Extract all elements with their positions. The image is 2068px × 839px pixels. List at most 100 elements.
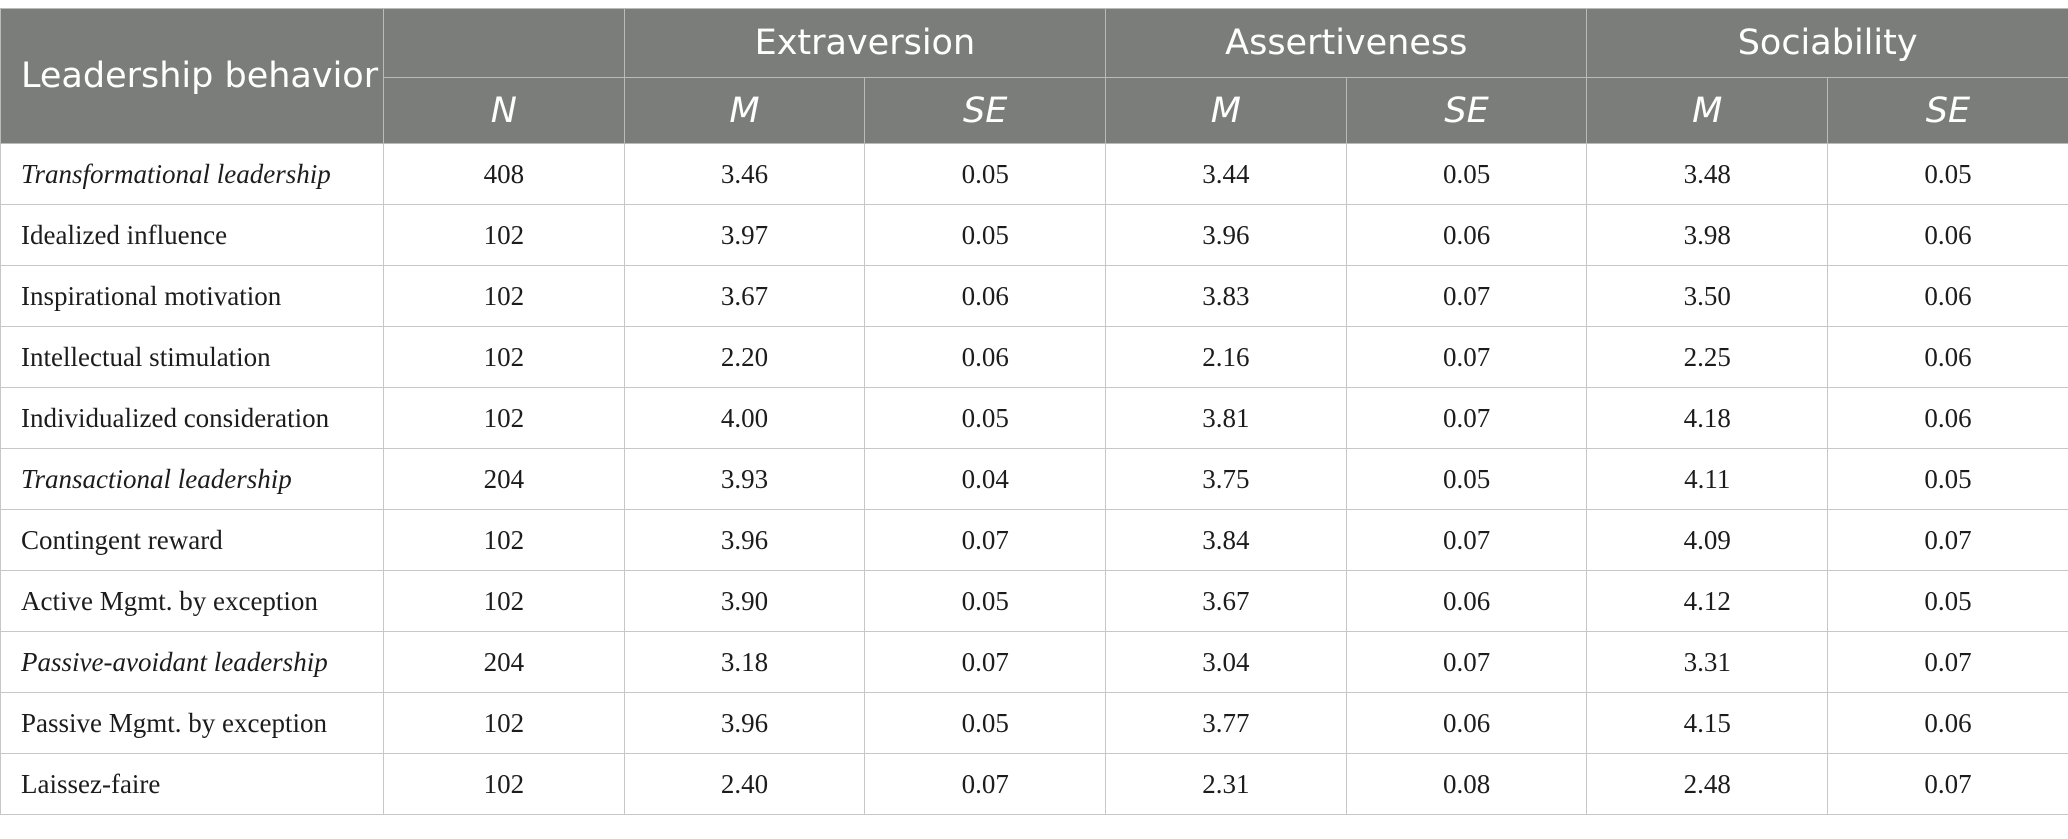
row-label: Transactional leadership xyxy=(0,448,384,510)
cell-sociability-se: 0.06 xyxy=(1827,265,2068,327)
cell-n: 204 xyxy=(383,448,625,510)
table-row: Intellectual stimulation 102 2.20 0.06 2.16 0… xyxy=(0,326,2068,388)
row-label: Passive-avoidant leadership xyxy=(0,631,384,693)
cell-sociability-m: 3.50 xyxy=(1586,265,1829,327)
header-extraversion: Extraversion xyxy=(623,8,1107,78)
cell-sociability-se: 0.07 xyxy=(1827,509,2068,571)
cell-assertiveness-se: 0.07 xyxy=(1345,326,1588,388)
cell-sociability-se: 0.07 xyxy=(1827,753,2068,815)
header-row-stats: N M SE M SE M SE xyxy=(1,77,2068,144)
cell-sociability-se: 0.05 xyxy=(1827,448,2068,510)
header-assertiveness: Assertiveness xyxy=(1105,8,1588,78)
cell-assertiveness-se: 0.07 xyxy=(1345,387,1588,449)
cell-extraversion-se: 0.07 xyxy=(864,509,1107,571)
cell-extraversion-se: 0.05 xyxy=(864,570,1107,632)
cell-assertiveness-se: 0.06 xyxy=(1345,570,1588,632)
row-label: Laissez-faire xyxy=(0,753,384,815)
cell-assertiveness-se: 0.06 xyxy=(1345,204,1588,266)
table-row: Laissez-faire 102 2.40 0.07 2.31 0.08 2.48 0.07 xyxy=(0,753,2068,815)
cell-sociability-m: 2.48 xyxy=(1586,753,1829,815)
cell-sociability-m: 2.25 xyxy=(1586,326,1829,388)
table-row: Contingent reward 102 3.96 0.07 3.84 0.07 4.09… xyxy=(0,509,2068,571)
cell-extraversion-se: 0.05 xyxy=(864,143,1107,205)
table-row: Inspirational motivation 102 3.67 0.06 3.83 0… xyxy=(0,265,2068,327)
cell-sociability-m: 3.48 xyxy=(1586,143,1829,205)
row-label: Contingent reward xyxy=(0,509,384,571)
cell-sociability-se: 0.07 xyxy=(1827,631,2068,693)
header-assertiveness-se: SE xyxy=(1345,77,1588,144)
table-row: Transactional leadership 204 3.93 0.04 3.75 0… xyxy=(0,448,2068,510)
table-row: Active Mgmt. by exception 102 3.90 0.05 3.67… xyxy=(0,570,2068,632)
cell-sociability-m: 3.31 xyxy=(1586,631,1829,693)
cell-extraversion-se: 0.06 xyxy=(864,265,1107,327)
header-n: N xyxy=(383,77,625,144)
cell-n: 102 xyxy=(383,753,625,815)
cell-extraversion-m: 3.18 xyxy=(623,631,866,693)
table-row: Passive-avoidant leadership 204 3.18 0.07 3.… xyxy=(0,631,2068,693)
cell-assertiveness-m: 3.77 xyxy=(1105,692,1347,754)
cell-extraversion-se: 0.06 xyxy=(864,326,1107,388)
row-label: Transformational leadership xyxy=(0,143,384,205)
cell-extraversion-m: 3.46 xyxy=(623,143,866,205)
cell-assertiveness-m: 3.04 xyxy=(1105,631,1347,693)
cell-assertiveness-m: 3.83 xyxy=(1105,265,1347,327)
cell-assertiveness-se: 0.07 xyxy=(1345,509,1588,571)
cell-n: 102 xyxy=(383,265,625,327)
cell-extraversion-m: 3.96 xyxy=(623,509,866,571)
cell-sociability-m: 4.09 xyxy=(1586,509,1829,571)
cell-extraversion-se: 0.07 xyxy=(864,631,1107,693)
cell-sociability-m: 3.98 xyxy=(1586,204,1829,266)
cell-sociability-m: 4.15 xyxy=(1586,692,1829,754)
table-header: Leadership behavior Extraversion Asserti… xyxy=(0,8,2068,144)
table-body: Transformational leadership 408 3.46 0.05 3.… xyxy=(0,143,2068,815)
cell-sociability-se: 0.06 xyxy=(1827,692,2068,754)
row-label: Active Mgmt. by exception xyxy=(0,570,384,632)
cell-assertiveness-m: 3.84 xyxy=(1105,509,1347,571)
cell-n: 102 xyxy=(383,204,625,266)
header-assertiveness-m: M xyxy=(1105,77,1347,144)
cell-n: 408 xyxy=(383,143,625,205)
cell-sociability-se: 0.05 xyxy=(1827,143,2068,205)
row-label: Individualized consideration xyxy=(0,387,384,449)
cell-assertiveness-m: 3.96 xyxy=(1105,204,1347,266)
header-sociability: Sociability xyxy=(1586,8,2068,78)
cell-extraversion-m: 3.96 xyxy=(623,692,866,754)
cell-sociability-se: 0.06 xyxy=(1827,387,2068,449)
cell-extraversion-m: 3.67 xyxy=(623,265,866,327)
row-label: Passive Mgmt. by exception xyxy=(0,692,384,754)
cell-assertiveness-se: 0.06 xyxy=(1345,692,1588,754)
cell-sociability-se: 0.06 xyxy=(1827,326,2068,388)
header-blank xyxy=(383,8,625,78)
table-row: Idealized influence 102 3.97 0.05 3.96 0.06 3.… xyxy=(0,204,2068,266)
cell-n: 102 xyxy=(383,387,625,449)
header-row-groups: Leadership behavior Extraversion Asserti… xyxy=(0,8,2068,144)
cell-assertiveness-m: 3.81 xyxy=(1105,387,1347,449)
header-sociability-se: SE xyxy=(1827,77,2068,144)
cell-extraversion-m: 4.00 xyxy=(623,387,866,449)
header-leadership-behavior: Leadership behavior xyxy=(0,8,384,144)
cell-assertiveness-se: 0.07 xyxy=(1345,265,1588,327)
cell-sociability-m: 4.11 xyxy=(1586,448,1829,510)
header-extraversion-se: SE xyxy=(864,77,1107,144)
table-row: Passive Mgmt. by exception 102 3.96 0.05 3.7… xyxy=(0,692,2068,754)
cell-extraversion-m: 3.97 xyxy=(623,204,866,266)
cell-assertiveness-se: 0.08 xyxy=(1345,753,1588,815)
table-row: Transformational leadership 408 3.46 0.05 3.… xyxy=(0,143,2068,205)
cell-sociability-se: 0.05 xyxy=(1827,570,2068,632)
cell-extraversion-se: 0.04 xyxy=(864,448,1107,510)
header-sociability-m: M xyxy=(1586,77,1829,144)
cell-extraversion-se: 0.05 xyxy=(864,692,1107,754)
cell-assertiveness-m: 3.44 xyxy=(1105,143,1347,205)
row-label: Idealized influence xyxy=(0,204,384,266)
cell-extraversion-se: 0.07 xyxy=(864,753,1107,815)
cell-extraversion-m: 3.90 xyxy=(623,570,866,632)
header-extraversion-m: M xyxy=(623,77,866,144)
cell-extraversion-m: 2.40 xyxy=(623,753,866,815)
cell-assertiveness-se: 0.05 xyxy=(1345,143,1588,205)
cell-sociability-m: 4.12 xyxy=(1586,570,1829,632)
cell-assertiveness-m: 3.75 xyxy=(1105,448,1347,510)
cell-n: 102 xyxy=(383,692,625,754)
cell-assertiveness-se: 0.05 xyxy=(1345,448,1588,510)
cell-assertiveness-se: 0.07 xyxy=(1345,631,1588,693)
cell-n: 102 xyxy=(383,326,625,388)
